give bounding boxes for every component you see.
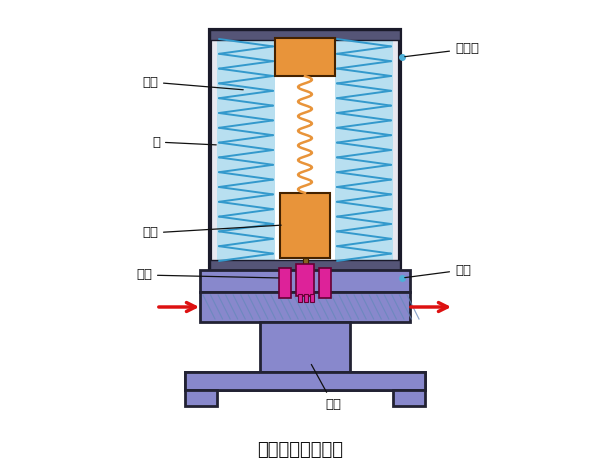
Bar bbox=[275, 37, 335, 263]
Bar bbox=[280, 193, 330, 258]
Polygon shape bbox=[185, 372, 425, 390]
Bar bbox=[296, 264, 314, 296]
Text: 直接联系式电磁阀: 直接联系式电磁阀 bbox=[257, 441, 343, 459]
Bar bbox=[217, 37, 275, 263]
Bar bbox=[200, 292, 410, 322]
Bar bbox=[185, 390, 217, 406]
Text: 罩: 罩 bbox=[152, 136, 216, 149]
Text: 线圈: 线圈 bbox=[142, 75, 243, 90]
Text: 主阀: 主阀 bbox=[142, 225, 281, 240]
Bar bbox=[304, 294, 308, 302]
Bar bbox=[200, 270, 410, 292]
Bar bbox=[275, 38, 335, 76]
Text: 小孔: 小孔 bbox=[136, 268, 278, 281]
Bar bbox=[210, 30, 400, 270]
Bar bbox=[393, 390, 425, 406]
Bar bbox=[210, 30, 400, 40]
Bar bbox=[279, 268, 291, 298]
Bar bbox=[260, 322, 350, 372]
Bar bbox=[210, 260, 400, 270]
Bar bbox=[335, 37, 393, 263]
Bar bbox=[319, 268, 331, 298]
Bar bbox=[310, 294, 314, 302]
Text: 阀杆: 阀杆 bbox=[405, 263, 471, 278]
Bar bbox=[185, 372, 425, 390]
Text: 导阀: 导阀 bbox=[311, 364, 341, 411]
Text: 定铁心: 定铁心 bbox=[405, 42, 479, 57]
Bar bbox=[303, 258, 308, 272]
Bar bbox=[298, 294, 302, 302]
